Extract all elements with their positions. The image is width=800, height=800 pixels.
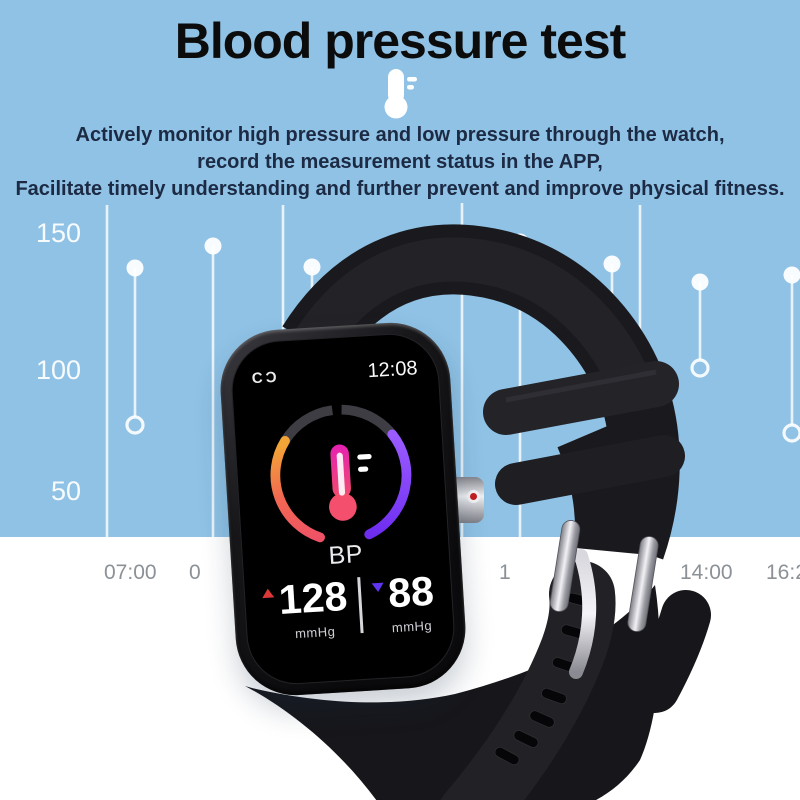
link-icon-right: Ɔ [265, 368, 281, 387]
screen-time: 12:08 [366, 357, 419, 383]
link-disconnected-icon: CƆ [251, 369, 280, 388]
buckle [549, 520, 711, 713]
systolic-row: 128 [262, 572, 349, 624]
gauge-arc-warm [270, 436, 325, 543]
diastolic-value: 88 [386, 567, 436, 617]
gauge-track-left [280, 405, 334, 444]
page-title: Blood pressure test [174, 13, 627, 69]
arrow-up-icon [262, 588, 275, 599]
readings-divider [357, 577, 364, 634]
systolic-unit: mmHg [294, 623, 336, 642]
watch-case: CƆ 12:08 [217, 319, 469, 699]
gauge-track-right [341, 404, 397, 438]
x-tick-partial-b: 1 [499, 561, 511, 584]
systolic-value: 128 [277, 572, 349, 624]
description-line-2: record the measurement status in the APP… [197, 151, 603, 173]
y-tick-50: 50 [50, 476, 81, 506]
screen-status-row: CƆ 12:08 [230, 332, 438, 391]
gauge-arc-purple [364, 429, 412, 540]
link-icon-left: C [251, 369, 267, 388]
bp-readings: 128 mmHg 88 mmHg [262, 567, 436, 643]
chart-pin [204, 237, 222, 537]
description-line-1: Actively monitor high pressure and low p… [75, 124, 725, 146]
y-tick-150: 150 [35, 218, 81, 248]
chart-pin [690, 273, 710, 378]
diastolic-block: 88 mmHg [371, 567, 436, 637]
description: Actively monitor high pressure and low p… [0, 122, 800, 203]
x-tick-partial-a: 0 [189, 561, 201, 584]
x-tick-0700: 07:00 [104, 561, 157, 584]
diastolic-unit: mmHg [391, 617, 433, 636]
diastolic-row: 88 [371, 567, 436, 617]
x-tick-1620: 16:2 [766, 561, 800, 584]
top-band [282, 224, 685, 560]
buckle-frame-left [549, 520, 581, 612]
watch-screen: CƆ 12:08 [228, 330, 458, 688]
systolic-block: 128 mmHg [262, 572, 350, 643]
y-tick-100: 100 [35, 355, 81, 385]
bp-label: BP [327, 539, 364, 570]
x-tick-1400: 14:00 [680, 561, 733, 584]
buckle-prong [569, 549, 597, 679]
buckle-frame-right [627, 536, 659, 632]
chart-pin [125, 259, 145, 435]
band-keeper-1 [483, 361, 679, 435]
description-line-3: Facilitate timely understanding and furt… [15, 178, 785, 200]
crown-red-dot [467, 490, 480, 503]
bp-gauge [270, 404, 412, 543]
thermometer-glyph [329, 444, 372, 521]
arrow-down-icon [371, 582, 385, 593]
chart-pin [782, 266, 800, 443]
band-tip [630, 590, 711, 713]
thermometer-icon [384, 69, 417, 119]
band-keeper-2 [495, 435, 685, 505]
